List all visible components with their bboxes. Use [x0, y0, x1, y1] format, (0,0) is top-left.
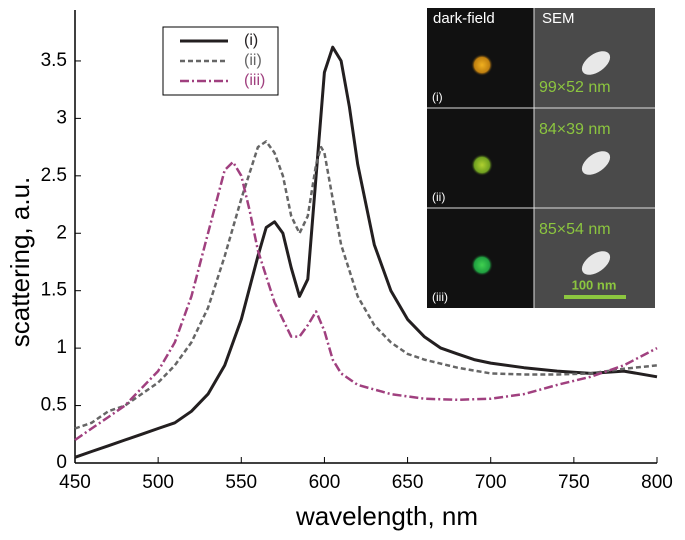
data-line [74, 160, 658, 442]
y-tick-label: 1.5 [41, 280, 67, 301]
y-tick-label: 0.5 [41, 395, 67, 416]
inset-header: SEM [542, 10, 575, 27]
legend-label: (iii) [244, 72, 265, 89]
scale-bar-label: 100 nm [572, 277, 617, 292]
x-axis-label: wavelength, nm [295, 501, 478, 531]
size-label: 85×54 nm [539, 221, 611, 238]
x-tick-label: 450 [59, 472, 91, 493]
inset-header: dark-field [433, 10, 495, 27]
size-label: 99×52 nm [539, 79, 611, 96]
size-label: 84×39 nm [539, 121, 611, 138]
inset: (i) 99×52 nm (ii) 84×39 nm (iii) 85×54 nm dark… [427, 8, 655, 308]
x-tick-label: 800 [641, 472, 673, 493]
dark-field-particle [471, 54, 493, 76]
x-tick-label: 500 [142, 472, 174, 493]
y-axis-label: scattering, a.u. [5, 177, 35, 348]
y-tick-label: 3.5 [41, 50, 67, 71]
legend-label: (ii) [244, 52, 262, 69]
sem-particle [581, 151, 611, 175]
scale-bar [564, 295, 626, 299]
legend-label: (i) [244, 32, 258, 49]
x-tick-label: 600 [309, 472, 341, 493]
row-label: (i) [432, 90, 443, 104]
x-tick-label: 650 [392, 472, 424, 493]
row-label: (iii) [432, 290, 448, 304]
x-tick-label: 750 [558, 472, 590, 493]
legend: (i) (ii) (iii) [162, 26, 279, 96]
x-tick-label: 700 [475, 472, 507, 493]
y-tick-label: 2.5 [41, 165, 67, 186]
x-tick-label: 550 [225, 472, 257, 493]
y-tick-label: 0 [56, 452, 67, 473]
y-tick-label: 2 [56, 222, 67, 243]
data-line [74, 45, 658, 459]
sem-particle [581, 251, 611, 275]
y-tick-label: 1 [56, 337, 67, 358]
row-label: (ii) [432, 190, 445, 204]
dark-field-particle [471, 154, 493, 176]
sem-particle [581, 51, 611, 75]
dark-field-particle [471, 254, 493, 276]
data-line [74, 140, 658, 430]
y-tick-label: 3 [56, 107, 67, 128]
